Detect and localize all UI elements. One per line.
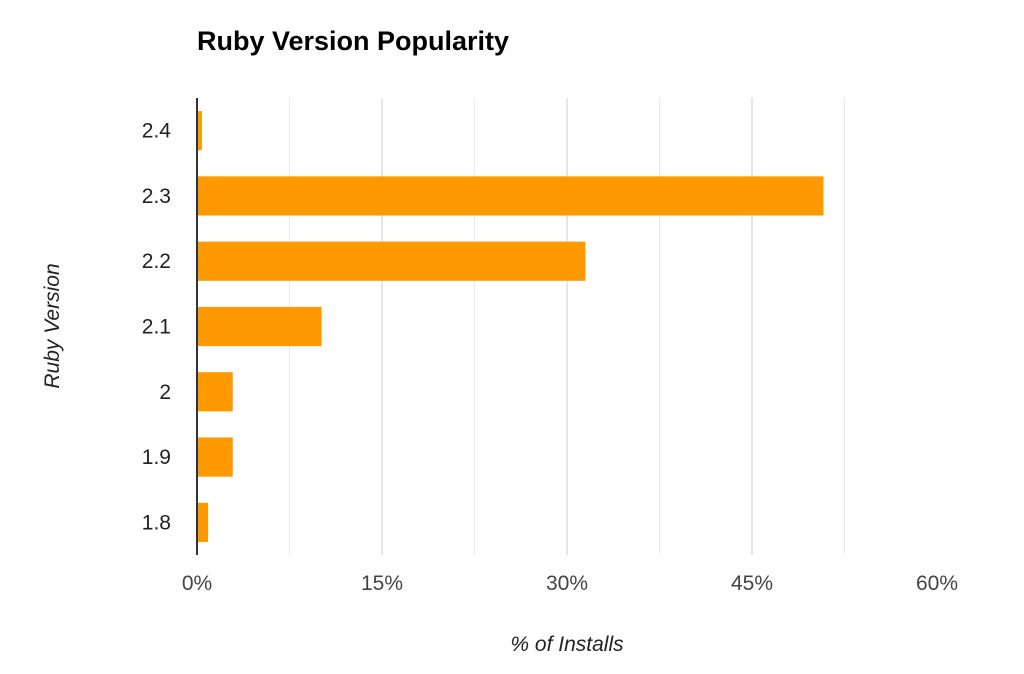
- bar-2.1: [197, 306, 322, 347]
- x-tick-label: 0%: [182, 572, 212, 595]
- x-tick-label: 30%: [546, 572, 588, 595]
- x-tick-label: 45%: [731, 572, 773, 595]
- bar-1.9: [197, 437, 233, 477]
- x-tick-label: 60%: [916, 572, 958, 595]
- gridlines: [289, 98, 845, 555]
- bars: [197, 111, 824, 542]
- x-tick-label: 15%: [361, 572, 403, 595]
- y-tick-label: 2.4: [142, 120, 172, 143]
- bar-2.3: [197, 176, 824, 216]
- chart-title: Ruby Version Popularity: [197, 26, 510, 56]
- labels: 2.4 2.3 2.2 2.1 2 1.9 1.8 0% 15% 30% 45% 60%: [142, 120, 958, 595]
- x-axis-title: % of Installs: [510, 633, 624, 656]
- y-tick-label: 2.3: [142, 185, 171, 208]
- bar-2.4: [197, 111, 202, 151]
- y-tick-label: 1.9: [142, 446, 171, 469]
- bar-2.2: [197, 241, 586, 281]
- bar-2: [197, 372, 233, 412]
- y-tick-label: 2.2: [142, 250, 171, 273]
- y-tick-label: 2: [159, 381, 171, 404]
- bar-1.8: [197, 502, 209, 542]
- y-tick-label: 2.1: [142, 316, 171, 339]
- y-tick-label: 1.8: [142, 511, 171, 534]
